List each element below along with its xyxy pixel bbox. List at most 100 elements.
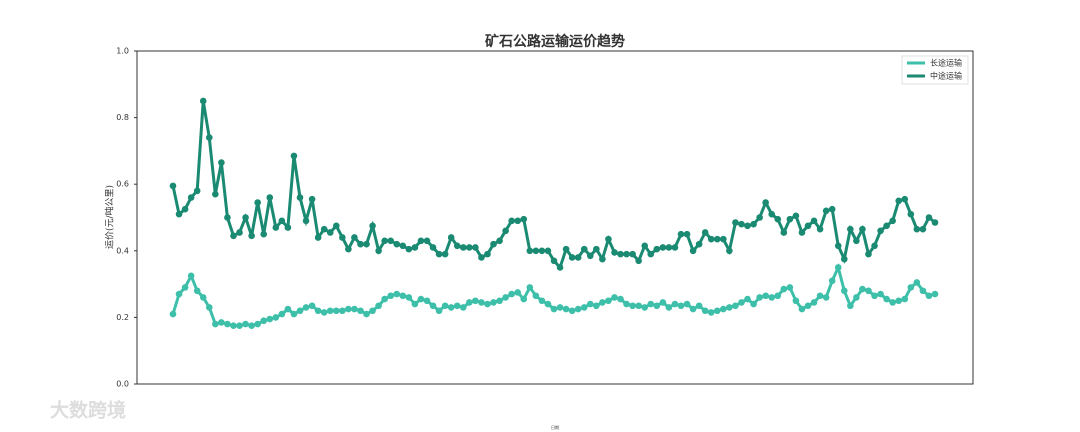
point: [726, 247, 733, 255]
point: [713, 235, 721, 243]
point: [786, 215, 794, 223]
point: [532, 292, 540, 300]
point: [345, 305, 352, 313]
point: [816, 225, 824, 233]
point: [459, 244, 467, 251]
point: [605, 235, 612, 243]
point: [865, 250, 872, 258]
y-tick-label: 0.4: [116, 246, 129, 255]
point: [478, 299, 485, 306]
point: [381, 237, 388, 245]
point: [230, 232, 237, 240]
point: [732, 302, 739, 310]
point: [762, 199, 769, 206]
point: [901, 195, 909, 203]
point: [707, 235, 715, 243]
point: [792, 212, 800, 220]
point: [828, 205, 836, 213]
point: [580, 245, 588, 253]
point: [744, 222, 751, 230]
point: [218, 159, 225, 166]
point: [466, 244, 473, 251]
point: [550, 257, 558, 265]
point: [556, 264, 564, 271]
point: [187, 194, 195, 201]
point: [847, 302, 854, 310]
point: [689, 305, 697, 313]
point: [502, 227, 509, 235]
point: [750, 300, 757, 308]
point: [272, 314, 280, 321]
point: [175, 210, 183, 218]
point: [447, 234, 455, 241]
point: [762, 292, 769, 300]
point: [931, 219, 939, 226]
point: [726, 304, 733, 311]
point: [417, 295, 425, 303]
point: [224, 320, 231, 328]
point: [284, 224, 292, 231]
point: [671, 300, 679, 308]
point: [689, 247, 697, 255]
point: [623, 250, 630, 258]
point: [357, 240, 364, 248]
point: [345, 245, 352, 253]
point: [538, 247, 546, 255]
point: [429, 302, 437, 310]
point: [357, 307, 364, 315]
point: [677, 230, 685, 238]
point: [744, 295, 751, 303]
point: [599, 299, 606, 306]
point: [526, 247, 534, 255]
point: [332, 307, 340, 315]
point: [853, 294, 860, 301]
point: [562, 245, 570, 253]
point: [786, 284, 794, 291]
point: [617, 250, 624, 258]
point: [931, 290, 939, 298]
point: [423, 297, 431, 305]
point: [859, 225, 866, 233]
point: [520, 215, 528, 223]
point: [798, 305, 806, 313]
point: [453, 242, 461, 250]
point: [798, 229, 806, 236]
point: [853, 237, 860, 245]
point: [181, 205, 189, 213]
point: [435, 250, 443, 258]
point: [296, 194, 304, 201]
y-tick-label: 0.6: [116, 180, 129, 189]
point: [248, 232, 255, 240]
point: [302, 304, 310, 311]
point: [308, 302, 316, 310]
point: [586, 300, 594, 308]
point: [810, 299, 818, 306]
point: [399, 242, 407, 250]
point: [907, 284, 915, 291]
legend-label: 中途运输: [930, 71, 962, 81]
watermark: 大数跨境: [50, 399, 126, 422]
point: [278, 217, 286, 225]
point: [478, 254, 485, 261]
point: [212, 190, 219, 198]
point: [847, 225, 854, 233]
point: [738, 299, 745, 306]
point: [901, 295, 909, 303]
point: [574, 305, 582, 313]
point: [750, 220, 757, 228]
point: [369, 307, 376, 315]
y-tick-label: 0.0: [116, 380, 129, 389]
point: [889, 217, 896, 225]
point: [907, 210, 915, 218]
point: [756, 294, 763, 301]
point: [877, 227, 884, 235]
point: [254, 199, 261, 206]
point: [828, 277, 836, 285]
point: [484, 300, 491, 308]
point: [925, 292, 933, 300]
point: [913, 279, 921, 286]
point: [532, 247, 540, 255]
point: [339, 234, 346, 241]
point: [871, 242, 878, 250]
